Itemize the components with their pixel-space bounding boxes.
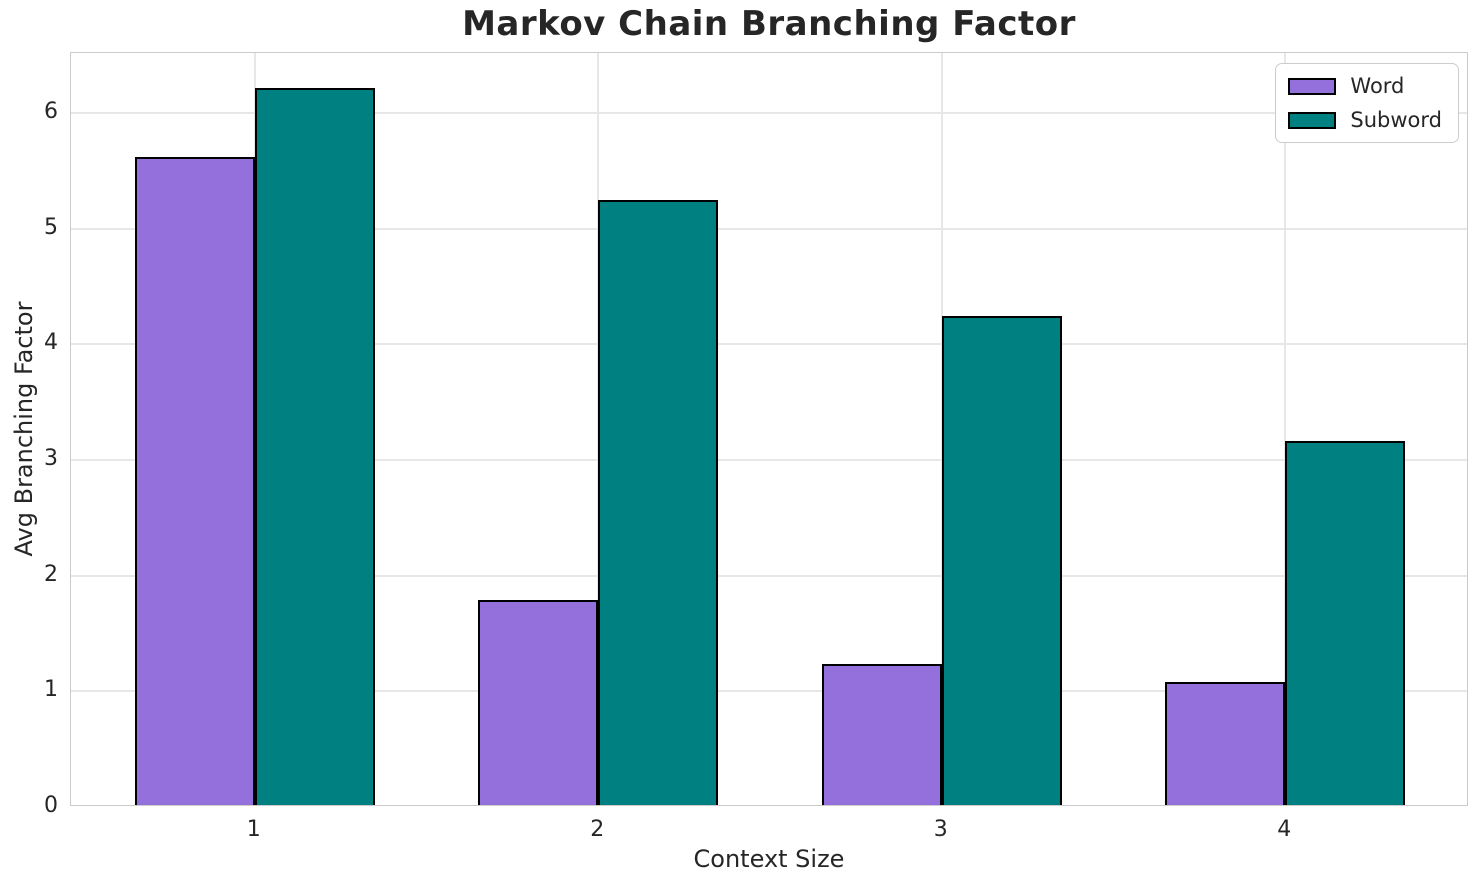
- bar-word-4: [1165, 682, 1286, 805]
- legend-swatch-word: [1288, 77, 1337, 95]
- chart-title: Markov Chain Branching Factor: [462, 4, 1076, 44]
- ytick-label-3: 3: [44, 446, 58, 472]
- xtick-label-4: 4: [1277, 817, 1292, 842]
- bar-subword-1: [254, 88, 375, 805]
- bar-subword-3: [941, 315, 1062, 805]
- bar-subword-2: [598, 200, 719, 805]
- legend: Word Subword: [1275, 63, 1459, 143]
- legend-label-word: Word: [1350, 74, 1405, 98]
- legend-label-subword: Subword: [1350, 108, 1442, 132]
- bar-word-1: [134, 157, 255, 805]
- h-gridline-2: [71, 574, 1467, 577]
- h-gridline-1: [71, 690, 1467, 693]
- h-gridline-5: [71, 227, 1467, 230]
- xtick-label-3: 3: [933, 817, 948, 842]
- legend-swatch-subword: [1288, 111, 1337, 129]
- xtick-label-1: 1: [246, 817, 261, 842]
- h-gridline-6: [71, 112, 1467, 115]
- x-axis-label: Context Size: [693, 845, 845, 873]
- ytick-label-1: 1: [44, 677, 58, 703]
- ytick-label-0: 0: [44, 793, 58, 818]
- ytick-label-6: 6: [44, 99, 58, 125]
- ytick-label-4: 4: [44, 330, 58, 356]
- plot-area: Word Subword: [70, 52, 1468, 806]
- legend-item-word: Word: [1288, 74, 1442, 98]
- h-gridline-4: [71, 343, 1467, 346]
- bar-word-2: [478, 600, 599, 805]
- ytick-label-5: 5: [44, 214, 58, 240]
- ytick-label-2: 2: [44, 561, 58, 587]
- xtick-label-2: 2: [590, 817, 605, 842]
- bar-word-3: [821, 663, 942, 805]
- h-gridline-3: [71, 459, 1467, 462]
- v-gridline-4: [1284, 53, 1287, 805]
- bar-subword-4: [1285, 440, 1406, 805]
- legend-item-subword: Subword: [1288, 108, 1442, 132]
